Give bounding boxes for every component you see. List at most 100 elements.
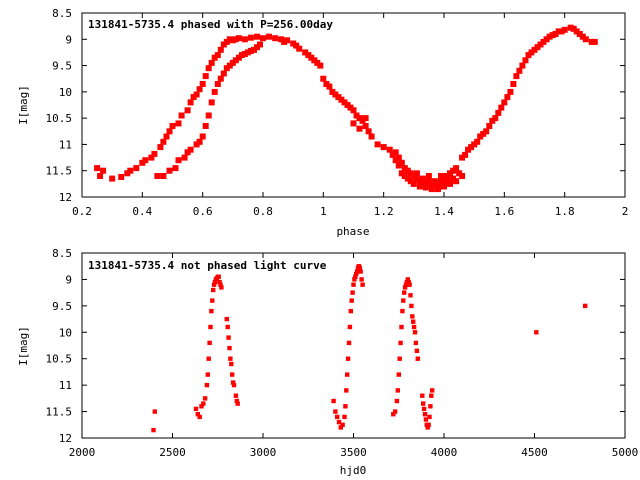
data-point	[430, 388, 435, 393]
data-point	[232, 36, 239, 43]
data-point	[227, 345, 232, 351]
data-point	[225, 324, 230, 330]
data-point	[412, 330, 418, 335]
x-tick-label: 2500	[159, 446, 186, 459]
unphased-light-curve-panel: 2000 2500 3000 3500 4000 4500 5000 8.5 9 9.5 10 10.…	[17, 247, 638, 477]
data-point	[224, 316, 229, 322]
data-point	[293, 42, 300, 49]
data-point	[230, 380, 236, 385]
data-point	[498, 104, 505, 111]
x-tick-label: 0.6	[193, 205, 213, 218]
data-point	[425, 173, 432, 179]
data-point	[217, 46, 224, 53]
data-point	[272, 35, 279, 42]
data-point	[350, 107, 357, 114]
data-point	[196, 138, 203, 145]
data-points	[151, 264, 588, 433]
data-point	[423, 417, 429, 422]
data-point	[444, 178, 450, 185]
data-point	[368, 133, 375, 140]
data-point	[513, 73, 520, 80]
data-point	[386, 146, 393, 153]
data-point	[447, 170, 453, 177]
data-point	[152, 409, 157, 414]
data-point	[410, 173, 417, 179]
data-point	[411, 324, 417, 330]
data-point	[187, 99, 194, 106]
data-point	[206, 356, 211, 361]
data-point	[241, 36, 248, 43]
data-point	[148, 154, 155, 161]
data-point	[450, 175, 457, 182]
data-point	[422, 412, 428, 417]
y-tick-label: 12	[59, 191, 72, 204]
data-point	[392, 149, 399, 156]
data-point	[97, 173, 104, 179]
data-point	[127, 167, 134, 174]
data-point	[495, 109, 502, 116]
data-point	[178, 112, 185, 119]
plot-frame	[81, 12, 626, 198]
y-tick-label: 11	[59, 138, 72, 151]
x-tick-label: 0.2	[72, 205, 92, 218]
data-point	[391, 412, 396, 417]
data-point	[394, 398, 400, 404]
data-point	[492, 115, 499, 122]
x-tick-label: 2000	[69, 446, 96, 459]
data-point	[336, 419, 342, 425]
data-point	[456, 170, 463, 177]
data-point	[486, 123, 493, 129]
data-points	[94, 24, 598, 193]
data-point	[583, 303, 588, 309]
data-point	[357, 265, 362, 270]
x-tick-label: 4500	[521, 446, 548, 459]
data-point	[257, 41, 263, 48]
y-tick-label: 8.5	[52, 247, 72, 260]
data-point	[193, 406, 199, 412]
data-point	[199, 133, 206, 140]
data-point	[317, 62, 324, 69]
data-point	[462, 151, 469, 158]
data-point	[362, 123, 369, 129]
data-point	[216, 274, 221, 279]
data-point	[419, 175, 426, 182]
plot-title: 131841-5735.4 not phased light curve	[88, 259, 327, 272]
data-point	[398, 340, 403, 346]
y-axis-label: I[mag]	[17, 85, 30, 125]
data-point	[204, 382, 210, 388]
data-point	[401, 173, 408, 179]
y-tick-label: 9.5	[52, 60, 72, 73]
data-point	[235, 401, 240, 406]
data-point	[353, 274, 358, 279]
data-point	[231, 382, 237, 388]
data-point	[504, 94, 511, 101]
data-point	[380, 144, 387, 151]
data-point	[427, 414, 432, 420]
data-point	[396, 372, 401, 377]
data-point	[507, 88, 514, 95]
data-point	[202, 396, 208, 401]
data-point	[347, 324, 353, 330]
y-tick-label: 9.5	[52, 300, 72, 313]
data-point	[395, 154, 402, 161]
data-point	[247, 34, 254, 41]
x-tick-label: 4000	[431, 446, 458, 459]
data-point	[235, 35, 242, 42]
data-point	[335, 414, 340, 420]
y-tick-label: 9	[65, 273, 72, 286]
data-point	[211, 282, 217, 287]
y-tick-label: 12	[59, 432, 72, 445]
data-point	[400, 308, 405, 314]
data-point	[345, 356, 351, 361]
y-tick-label: 11.5	[46, 406, 73, 419]
data-point	[181, 154, 188, 161]
data-point	[202, 123, 209, 129]
data-point	[435, 186, 441, 193]
data-point	[205, 65, 212, 72]
data-point	[354, 271, 359, 277]
data-point	[435, 182, 441, 189]
data-point	[326, 83, 333, 90]
y-tick-label: 10.5	[46, 353, 73, 366]
data-point	[151, 150, 158, 157]
